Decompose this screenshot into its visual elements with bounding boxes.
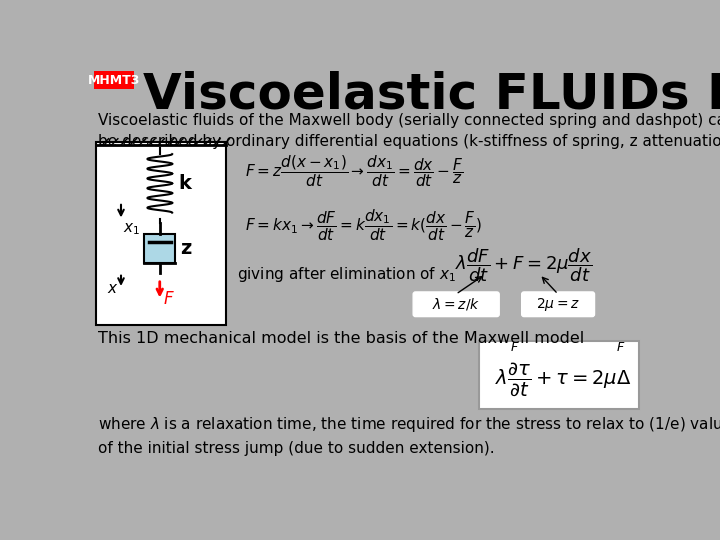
Text: $x_1$: $x_1$ [122,222,140,238]
FancyBboxPatch shape [96,142,226,325]
Text: $\lambda\dfrac{\partial\tau}{\partial t} + \tau = 2\mu\Delta$: $\lambda\dfrac{\partial\tau}{\partial t}… [495,360,631,397]
Text: where $\lambda$ is a relaxation time, the time required for the stress to relax : where $\lambda$ is a relaxation time, th… [98,415,720,456]
Text: $F$: $F$ [616,341,626,354]
Text: $F = kx_1 \rightarrow \dfrac{dF}{dt} = k\dfrac{dx_1}{dt} = k(\dfrac{dx}{dt} - \d: $F = kx_1 \rightarrow \dfrac{dF}{dt} = k… [245,207,482,242]
Text: MHMT3: MHMT3 [88,75,140,87]
Text: Viscoelastic fluids of the Maxwell body (serially connected spring and dashpot) : Viscoelastic fluids of the Maxwell body … [98,112,720,148]
Text: $\lambda\dfrac{dF}{dt} + F = 2\mu\dfrac{dx}{dt}$: $\lambda\dfrac{dF}{dt} + F = 2\mu\dfrac{… [456,246,593,284]
Text: $2\mu = z$: $2\mu = z$ [536,296,580,313]
Text: z: z [180,239,191,258]
FancyBboxPatch shape [144,234,175,264]
Text: k: k [179,174,192,193]
Text: $F$: $F$ [510,341,519,354]
Text: $x$: $x$ [107,281,119,296]
FancyBboxPatch shape [413,292,499,316]
FancyBboxPatch shape [479,341,639,409]
Text: This 1D mechanical model is the basis of the Maxwell model: This 1D mechanical model is the basis of… [98,330,584,346]
Text: $F$: $F$ [163,290,175,308]
Text: giving after elimination of $x_1$: giving after elimination of $x_1$ [238,265,456,284]
Text: Viscoelastic FLUIDs Maxwell: Viscoelastic FLUIDs Maxwell [143,70,720,118]
FancyBboxPatch shape [522,292,595,316]
Text: $F = z\dfrac{d(x-x_1)}{dt} \rightarrow \dfrac{dx_1}{dt} = \dfrac{dx}{dt} - \dfra: $F = z\dfrac{d(x-x_1)}{dt} \rightarrow \… [245,153,464,189]
FancyBboxPatch shape [94,71,134,90]
Text: $\lambda = z/k$: $\lambda = z/k$ [432,296,480,312]
